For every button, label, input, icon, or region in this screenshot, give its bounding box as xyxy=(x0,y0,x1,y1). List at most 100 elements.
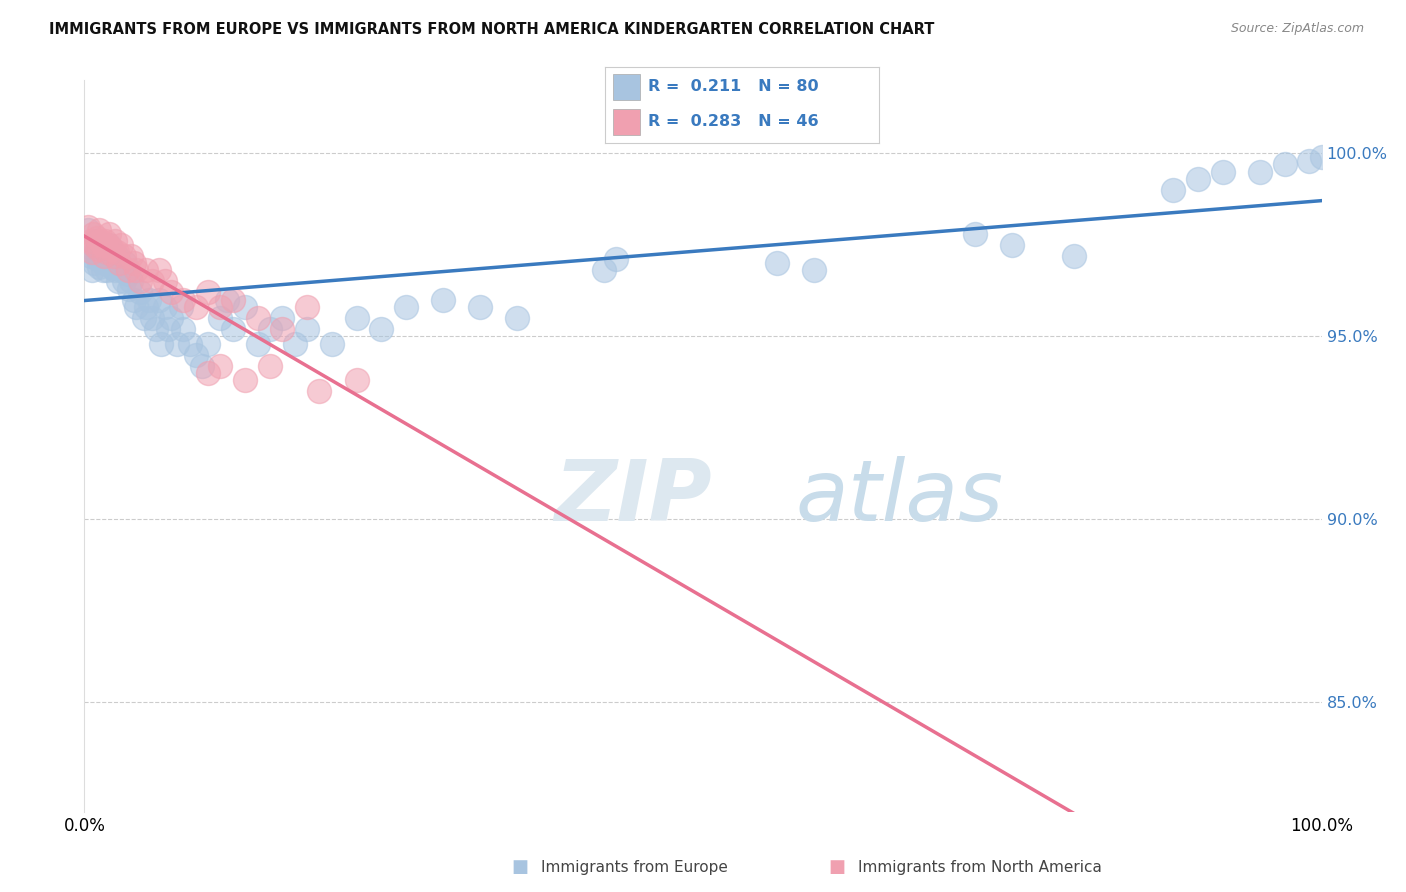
Point xyxy=(98,237,121,252)
Point xyxy=(87,252,110,267)
Point xyxy=(197,285,219,300)
Point xyxy=(1310,150,1333,164)
Point xyxy=(766,256,789,270)
Point xyxy=(86,230,108,244)
Point xyxy=(129,274,152,288)
Point xyxy=(209,310,232,325)
Point xyxy=(83,237,105,252)
Point xyxy=(84,245,107,260)
Point xyxy=(120,249,142,263)
Point xyxy=(138,293,160,307)
Point xyxy=(1274,157,1296,171)
Point xyxy=(1298,153,1320,168)
Point xyxy=(148,263,170,277)
Point xyxy=(110,263,132,277)
Point xyxy=(132,310,155,325)
Point xyxy=(120,274,142,288)
Point xyxy=(172,293,194,307)
Point xyxy=(104,263,127,277)
Point xyxy=(470,300,492,314)
Point xyxy=(506,310,529,325)
Point xyxy=(89,260,111,274)
Point xyxy=(246,336,269,351)
Point xyxy=(1212,164,1234,178)
Point xyxy=(1001,237,1024,252)
Point xyxy=(108,260,131,274)
Point xyxy=(197,336,219,351)
Text: ■: ■ xyxy=(512,858,529,876)
Point xyxy=(346,373,368,387)
Point xyxy=(82,227,104,241)
Point xyxy=(593,263,616,277)
Point xyxy=(94,234,117,248)
Point xyxy=(82,237,104,252)
Point xyxy=(105,249,128,263)
Point xyxy=(179,336,201,351)
Point xyxy=(83,256,105,270)
Point xyxy=(114,256,136,270)
Point xyxy=(160,285,183,300)
Point xyxy=(1161,183,1184,197)
Point xyxy=(166,336,188,351)
Point xyxy=(1187,172,1209,186)
Point xyxy=(222,322,245,336)
Point xyxy=(157,322,180,336)
Point xyxy=(153,300,176,314)
Text: Immigrants from Europe: Immigrants from Europe xyxy=(541,860,728,874)
Point xyxy=(86,234,108,248)
Point xyxy=(209,300,232,314)
Point xyxy=(112,249,135,263)
Point xyxy=(80,263,103,277)
Point xyxy=(197,366,219,380)
Point xyxy=(141,274,163,288)
Point xyxy=(107,274,129,288)
Point xyxy=(110,237,132,252)
Point xyxy=(96,245,118,260)
Point xyxy=(93,252,115,267)
Point xyxy=(100,260,122,274)
Point xyxy=(80,245,103,260)
Text: atlas: atlas xyxy=(796,456,1004,539)
Point xyxy=(135,300,157,314)
Text: ZIP: ZIP xyxy=(554,456,713,539)
Point xyxy=(129,285,152,300)
Point xyxy=(108,256,131,270)
Point xyxy=(135,263,157,277)
Point xyxy=(295,300,318,314)
Point xyxy=(172,322,194,336)
Point xyxy=(259,322,281,336)
Point xyxy=(395,300,418,314)
Point xyxy=(97,237,120,252)
Point xyxy=(184,300,207,314)
Point xyxy=(184,347,207,361)
Point xyxy=(104,234,127,248)
Point xyxy=(1249,164,1271,178)
Point xyxy=(346,310,368,325)
Point xyxy=(1063,249,1085,263)
Point xyxy=(432,293,454,307)
Point xyxy=(222,293,245,307)
Point xyxy=(79,234,101,248)
Point xyxy=(100,242,122,256)
Point xyxy=(215,293,238,307)
Text: Source: ZipAtlas.com: Source: ZipAtlas.com xyxy=(1230,22,1364,36)
Point xyxy=(96,263,118,277)
Point xyxy=(370,322,392,336)
Point xyxy=(122,293,145,307)
Point xyxy=(271,310,294,325)
Point xyxy=(79,249,101,263)
Point xyxy=(125,300,148,314)
Point xyxy=(90,249,112,263)
Point xyxy=(271,322,294,336)
Text: R =  0.283   N = 46: R = 0.283 N = 46 xyxy=(648,114,820,129)
Point xyxy=(91,237,114,252)
Point xyxy=(284,336,307,351)
Point xyxy=(308,384,330,398)
Point xyxy=(112,274,135,288)
Point xyxy=(153,274,176,288)
Point xyxy=(803,263,825,277)
Point xyxy=(233,373,256,387)
Point xyxy=(87,242,110,256)
Text: Immigrants from North America: Immigrants from North America xyxy=(858,860,1101,874)
Point xyxy=(97,249,120,263)
